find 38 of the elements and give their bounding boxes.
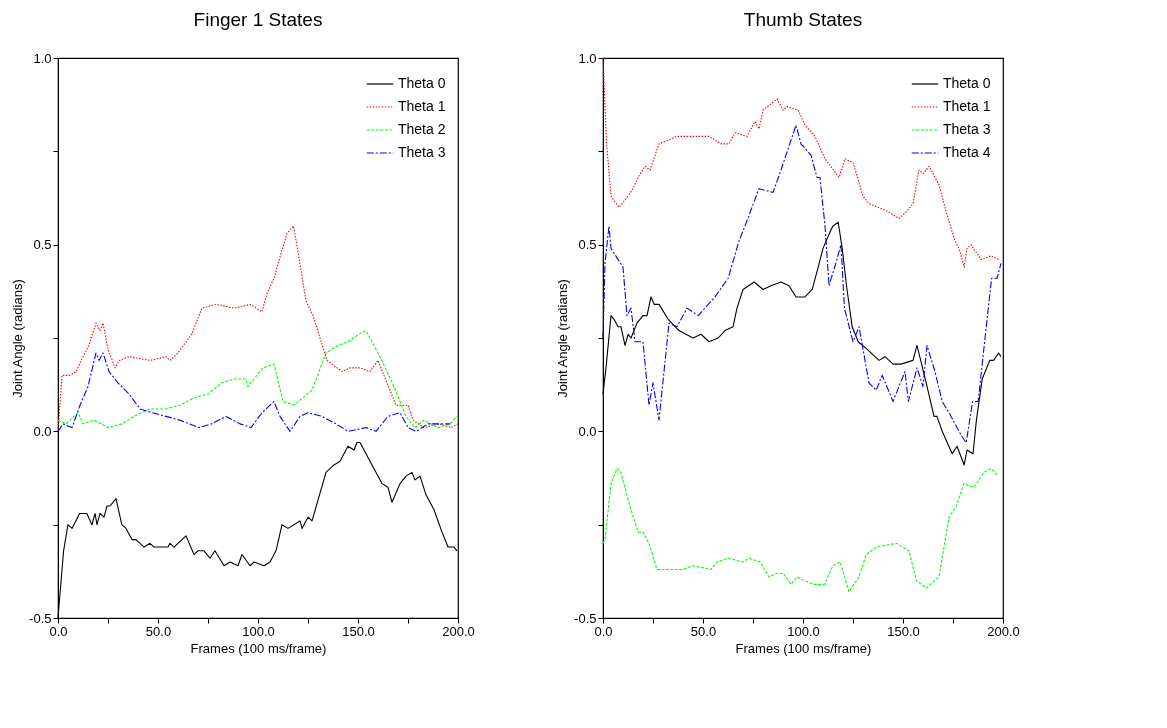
line-series — [602, 124, 1002, 444]
y-tick-label: -0.5 — [574, 610, 597, 626]
x-tick-label: 50.0 — [145, 623, 172, 639]
x-tick-label: 100.0 — [242, 623, 275, 639]
x-tick-label: 150.0 — [887, 623, 920, 639]
legend-label: Theta 3 — [943, 121, 991, 137]
x-tick-label: 150.0 — [342, 623, 375, 639]
y-tick-label: 0.5 — [33, 237, 52, 253]
x-tick-label: 200.0 — [442, 623, 475, 639]
chart-title: Finger 1 States — [193, 9, 323, 30]
y-tick-label: 1.0 — [33, 50, 52, 66]
y-tick-label: 0.0 — [33, 423, 52, 439]
line-series — [602, 57, 1000, 268]
y-tick-label: 0.5 — [578, 237, 597, 253]
x-axis-title: Frames (100 ms/frame) — [735, 640, 872, 656]
legend-label: Theta 1 — [398, 98, 446, 114]
y-tick-label: 1.0 — [578, 50, 597, 66]
chart-title: Thumb States — [743, 9, 863, 30]
legend-label: Theta 3 — [398, 144, 446, 160]
x-axis-title: Frames (100 ms/frame) — [190, 640, 327, 656]
line-series — [57, 352, 451, 432]
x-tick-label: 200.0 — [987, 623, 1020, 639]
legend-label: Theta 0 — [398, 75, 446, 91]
legend-label: Theta 0 — [943, 75, 991, 91]
x-tick-label: 100.0 — [787, 623, 820, 639]
line-series — [57, 329, 458, 429]
legend-label: Theta 1 — [943, 98, 991, 114]
legend-label: Theta 4 — [943, 144, 991, 160]
x-tick-label: 50.0 — [690, 623, 717, 639]
y-tick-label: 0.0 — [578, 423, 597, 439]
legend-label: Theta 2 — [398, 121, 446, 137]
x-tick-label: 0.0 — [594, 623, 613, 639]
y-axis-title: Joint Angle (radians) — [10, 279, 26, 398]
y-tick-label: -0.5 — [29, 610, 52, 626]
line-series — [602, 468, 1000, 593]
line-series — [57, 225, 459, 432]
x-tick-label: 0.0 — [49, 623, 68, 639]
y-axis-title: Joint Angle (radians) — [555, 279, 571, 398]
